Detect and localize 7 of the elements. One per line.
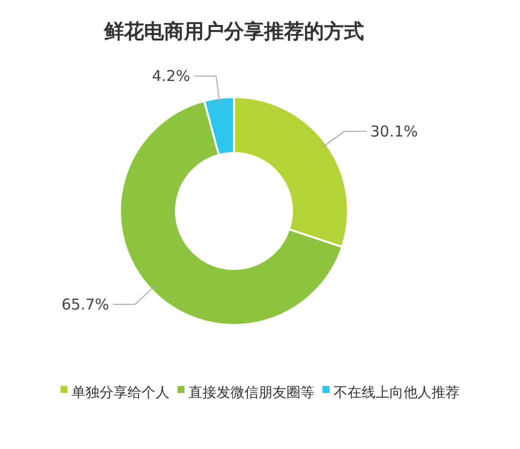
legend-label: 不在线上向他人推荐 — [334, 384, 460, 401]
data-label: 4.2% — [152, 67, 190, 86]
data-label: 30.1% — [370, 122, 418, 140]
chart-title: 鲜花电商用户分享推荐的方式 — [103, 19, 364, 43]
legend-label: 单独分享给个人 — [72, 384, 170, 401]
legend-label: 直接发微信朋友圈等 — [188, 384, 314, 401]
data-label: 65.7% — [61, 295, 110, 314]
